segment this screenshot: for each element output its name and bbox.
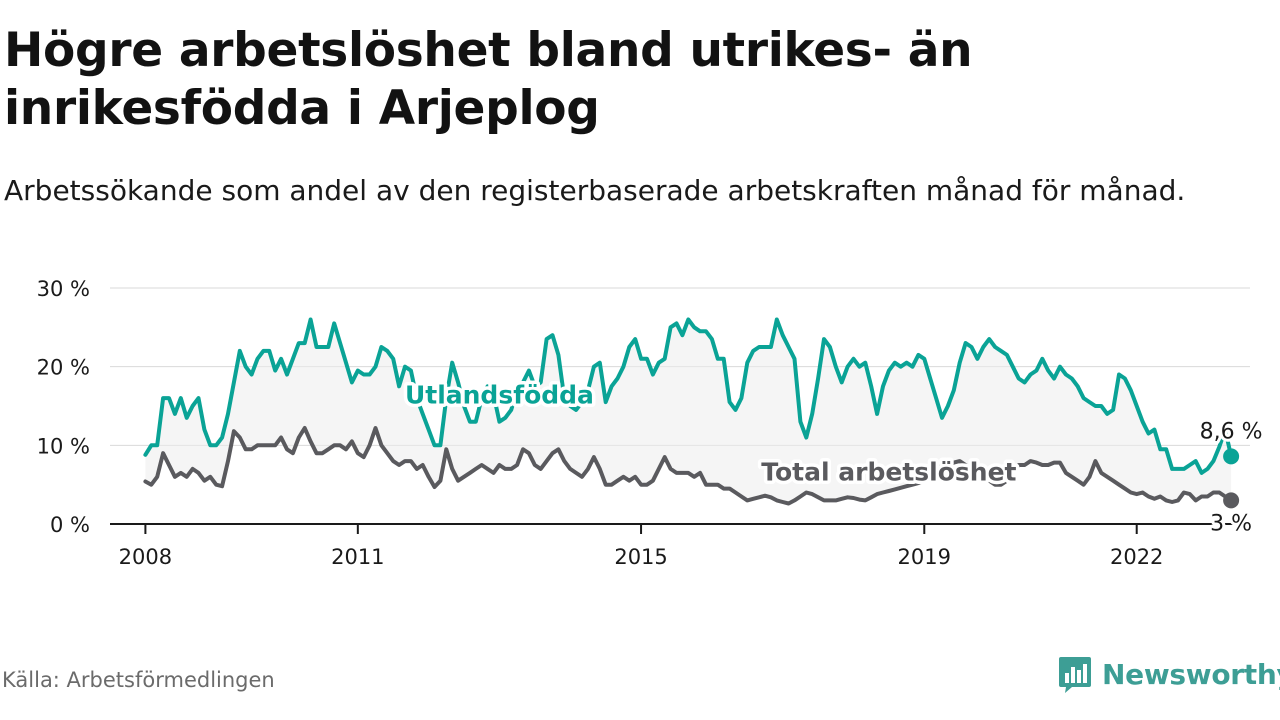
y-tick-label: 10 % (37, 434, 90, 458)
end-label-foreign-halo: 8,6 % (1200, 419, 1263, 444)
newsworthy-logo-icon (1059, 657, 1091, 693)
x-tick-label: 2015 (614, 545, 667, 569)
series-label-total-halo: Total arbetslöshet (761, 458, 1016, 487)
end-label-total: 3 % (1210, 511, 1252, 536)
end-marker-total (1223, 492, 1240, 509)
series-line-total (143, 426, 1234, 506)
end-marker-foreign (1223, 448, 1240, 465)
series-line-foreign (143, 317, 1234, 475)
brand-name: Newsworthy (1102, 657, 1280, 691)
series-label-total: Total arbetslöshet (761, 458, 1016, 487)
x-tick-label: 2011 (331, 545, 384, 569)
series-label-foreign-halo: Utlandsfödda (405, 381, 594, 410)
x-tick-label: 2008 (119, 545, 172, 569)
y-tick-label: 30 % (37, 277, 90, 301)
y-tick-label: 0 % (50, 513, 90, 537)
brand-logo[interactable]: Newsworthy (1058, 654, 1280, 694)
source-note: Källa: Arbetsförmedlingen (2, 668, 275, 692)
end-label-foreign: 8,6 % (1200, 419, 1263, 444)
chart-subtitle: Arbetssökande som andel av den registerb… (4, 174, 1186, 207)
y-tick-label: 20 % (37, 356, 90, 380)
x-tick-label: 2019 (898, 545, 951, 569)
chart-title: Högre arbetslöshet bland utrikes- än inr… (4, 23, 973, 136)
end-label-total-halo: 3 % (1210, 511, 1252, 536)
series-label-foreign: Utlandsfödda (405, 381, 594, 410)
x-tick-label: 2022 (1110, 545, 1163, 569)
line-chart: 0 % 10 % 20 % 30 % 2008 2011 2015 2019 2022 8,6 %… (36, 277, 1263, 569)
